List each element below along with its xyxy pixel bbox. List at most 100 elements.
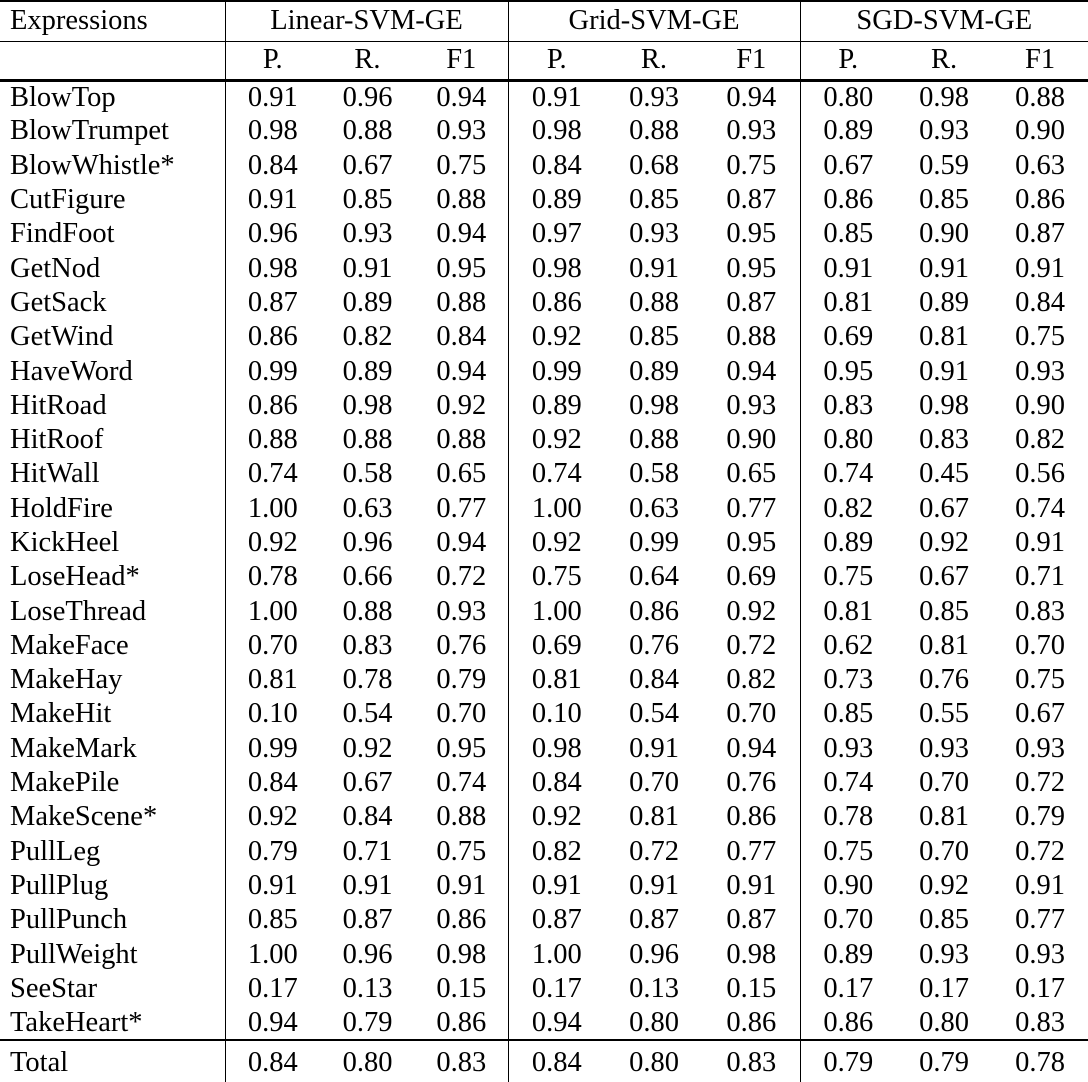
value-cell: 1.00 bbox=[224, 937, 320, 972]
value-cell: 0.80 bbox=[320, 1039, 415, 1082]
value-cell: 0.96 bbox=[342, 938, 393, 970]
value-cell: 0.89 bbox=[799, 937, 897, 972]
expression-cell: MakeFace bbox=[10, 629, 129, 661]
value-cell: 0.92 bbox=[224, 525, 320, 561]
value-cell: 0.76 bbox=[726, 767, 777, 799]
value-cell: 0.74 bbox=[224, 457, 320, 492]
value-cell: 0.77 bbox=[436, 492, 487, 524]
value-cell: 0.17 bbox=[1015, 972, 1065, 1004]
table-row: HitWall 0.74 0.58 0.65 0.74 0.58 0.65 0.74 0.45 0… bbox=[0, 457, 1088, 492]
value-cell: 0.89 bbox=[342, 355, 393, 387]
value-cell: 0.98 bbox=[919, 81, 969, 113]
value-cell: 0.71 bbox=[342, 835, 393, 867]
value-cell: 0.94 bbox=[436, 527, 487, 558]
value-cell: 0.94 bbox=[436, 81, 487, 113]
table-row: MakePile 0.84 0.67 0.74 0.84 0.70 0.76 0.74 0.70… bbox=[0, 765, 1088, 801]
expression-cell: MakeHay bbox=[10, 664, 123, 696]
value-cell: 0.84 bbox=[224, 1039, 320, 1082]
value-cell: 0.87 bbox=[507, 903, 605, 938]
value-cell: 0.94 bbox=[436, 355, 487, 387]
value-cell: 0.89 bbox=[507, 182, 605, 218]
value-cell: 0.90 bbox=[726, 424, 777, 456]
value-cell: 0.15 bbox=[436, 972, 487, 1004]
value-cell: 0.99 bbox=[629, 527, 679, 558]
value-cell: 0.63 bbox=[629, 492, 679, 524]
value-cell: 0.82 bbox=[726, 664, 777, 696]
value-cell: 0.83 bbox=[1015, 1006, 1065, 1038]
value-cell: 0.85 bbox=[629, 321, 679, 353]
value-cell: 0.85 bbox=[919, 904, 969, 936]
precision-header: P. bbox=[507, 41, 605, 82]
value-cell: 0.90 bbox=[919, 218, 969, 250]
value-cell: 0.59 bbox=[919, 149, 969, 181]
value-cell: 0.10 bbox=[224, 697, 320, 732]
value-cell: 0.91 bbox=[919, 252, 969, 284]
value-cell: 1.00 bbox=[507, 491, 605, 526]
value-cell: 0.87 bbox=[342, 904, 393, 936]
value-cell: 0.66 bbox=[342, 561, 393, 593]
value-cell: 0.88 bbox=[629, 115, 679, 147]
value-cell: 0.88 bbox=[629, 286, 679, 318]
value-cell: 0.91 bbox=[726, 869, 777, 901]
value-cell: 0.89 bbox=[919, 286, 969, 318]
value-cell: 0.74 bbox=[1015, 492, 1065, 524]
value-cell: 0.91 bbox=[342, 252, 393, 284]
value-cell: 0.93 bbox=[799, 731, 897, 766]
value-cell: 0.94 bbox=[726, 355, 777, 387]
value-cell: 0.84 bbox=[507, 1039, 605, 1082]
expression-cell: HitRoad bbox=[10, 389, 107, 421]
f1-header: F1 bbox=[415, 41, 508, 82]
expression-cell: TakeHeart* bbox=[10, 1006, 143, 1038]
table-row: PullWeight 1.00 0.96 0.98 1.00 0.96 0.98 0.89 0.… bbox=[0, 937, 1088, 972]
value-cell: 0.80 bbox=[799, 422, 897, 458]
value-cell: 0.79 bbox=[224, 834, 320, 869]
group-header-grid-svm-ge: Grid-SVM-GE bbox=[507, 1, 801, 42]
value-cell: 0.86 bbox=[726, 801, 777, 833]
value-cell: 0.96 bbox=[629, 938, 679, 970]
value-cell: 0.89 bbox=[799, 525, 897, 561]
value-cell: 0.92 bbox=[342, 732, 393, 764]
value-cell: 0.86 bbox=[224, 320, 320, 355]
value-cell: 0.69 bbox=[726, 561, 777, 593]
value-cell: 0.91 bbox=[342, 869, 393, 901]
value-cell: 0.88 bbox=[224, 422, 320, 458]
value-cell: 0.91 bbox=[224, 868, 320, 904]
value-cell: 0.92 bbox=[919, 869, 969, 901]
table-header: Expressions Linear-SVM-GE Grid-SVM-GE SG… bbox=[0, 1, 1088, 82]
value-cell: 0.72 bbox=[436, 561, 487, 593]
expression-cell: KickHeel bbox=[10, 527, 120, 558]
value-cell: 0.58 bbox=[629, 458, 679, 490]
value-cell: 0.70 bbox=[919, 835, 969, 867]
value-cell: 0.89 bbox=[507, 388, 605, 423]
value-cell: 0.86 bbox=[436, 1006, 487, 1038]
value-cell: 0.91 bbox=[919, 355, 969, 387]
value-cell: 0.17 bbox=[919, 972, 969, 1004]
value-cell: 0.92 bbox=[507, 525, 605, 561]
value-cell: 0.79 bbox=[342, 1006, 393, 1038]
value-cell: 0.62 bbox=[799, 628, 897, 664]
value-cell: 0.92 bbox=[224, 800, 320, 835]
value-cell: 0.94 bbox=[507, 1006, 605, 1041]
precision-header: P. bbox=[799, 41, 897, 82]
value-cell: 0.89 bbox=[799, 114, 897, 149]
value-cell: 0.93 bbox=[919, 115, 969, 147]
table-row: GetNod 0.98 0.91 0.95 0.98 0.91 0.95 0.91 0.91 0.… bbox=[0, 251, 1088, 286]
value-cell: 0.98 bbox=[629, 389, 679, 421]
value-cell: 0.67 bbox=[799, 148, 897, 183]
value-cell: 0.95 bbox=[436, 252, 487, 284]
table-row: HitRoof 0.88 0.88 0.88 0.92 0.88 0.90 0.80 0.83 0… bbox=[0, 422, 1088, 458]
value-cell: 0.93 bbox=[1015, 938, 1065, 970]
value-cell: 0.98 bbox=[342, 389, 393, 421]
value-cell: 0.93 bbox=[919, 732, 969, 764]
value-cell: 0.88 bbox=[342, 424, 393, 456]
recall-header: R. bbox=[605, 41, 703, 82]
value-cell: 0.93 bbox=[436, 115, 487, 147]
expressions-column-header: Expressions bbox=[0, 1, 225, 42]
expression-cell: LoseHead* bbox=[10, 561, 140, 593]
f1-header: F1 bbox=[703, 41, 801, 82]
value-cell: 0.71 bbox=[1015, 561, 1065, 593]
value-cell: 0.72 bbox=[1015, 835, 1065, 867]
value-cell: 0.84 bbox=[224, 148, 320, 183]
recall-header: R. bbox=[320, 41, 415, 82]
group-header-row: Expressions Linear-SVM-GE Grid-SVM-GE SG… bbox=[0, 1, 1088, 42]
